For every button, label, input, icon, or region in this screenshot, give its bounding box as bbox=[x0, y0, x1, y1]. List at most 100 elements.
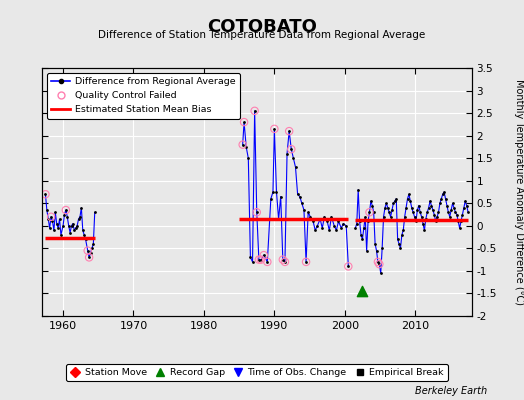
Point bbox=[365, 209, 374, 216]
Point bbox=[408, 204, 416, 211]
Point bbox=[369, 209, 378, 216]
Point bbox=[399, 227, 408, 234]
Point bbox=[54, 225, 62, 231]
Point bbox=[455, 225, 464, 231]
Point bbox=[451, 209, 460, 216]
Point bbox=[403, 196, 412, 202]
Point bbox=[373, 248, 381, 254]
Point bbox=[395, 241, 403, 247]
Point bbox=[85, 254, 93, 260]
Point bbox=[384, 204, 392, 211]
Point bbox=[423, 209, 431, 216]
Point bbox=[279, 256, 287, 263]
Point bbox=[246, 254, 255, 260]
Point bbox=[77, 204, 85, 211]
Point bbox=[250, 108, 259, 114]
Point bbox=[354, 186, 363, 193]
Point bbox=[390, 198, 399, 204]
Point bbox=[304, 209, 312, 216]
Point bbox=[460, 204, 468, 211]
Point bbox=[56, 216, 64, 222]
Point bbox=[47, 214, 55, 220]
Point bbox=[364, 218, 372, 224]
Point bbox=[385, 209, 394, 216]
Point bbox=[361, 214, 369, 220]
Point bbox=[371, 241, 379, 247]
Point bbox=[464, 209, 472, 216]
Point bbox=[302, 259, 310, 265]
Point bbox=[388, 207, 396, 213]
Point bbox=[453, 211, 461, 218]
Point bbox=[60, 211, 69, 218]
Point bbox=[431, 218, 440, 224]
Point bbox=[64, 223, 73, 229]
Point bbox=[287, 146, 296, 152]
Point bbox=[429, 207, 437, 213]
Point bbox=[281, 259, 289, 265]
Point bbox=[81, 236, 90, 242]
Point bbox=[447, 207, 455, 213]
Point bbox=[409, 209, 417, 216]
Point bbox=[298, 200, 306, 206]
Point bbox=[406, 198, 414, 204]
Point bbox=[83, 248, 92, 254]
Y-axis label: Monthly Temperature Anomaly Difference (°C): Monthly Temperature Anomaly Difference (… bbox=[514, 79, 523, 305]
Point bbox=[80, 232, 89, 238]
Point bbox=[320, 214, 329, 220]
Point bbox=[263, 259, 271, 265]
Point bbox=[285, 128, 293, 134]
Point bbox=[378, 245, 386, 252]
Point bbox=[374, 259, 382, 265]
Point bbox=[257, 256, 265, 263]
Point bbox=[238, 142, 247, 148]
Point bbox=[351, 225, 359, 231]
Point bbox=[457, 218, 465, 224]
Point bbox=[289, 155, 298, 161]
Point bbox=[50, 227, 58, 234]
Point bbox=[270, 126, 279, 132]
Point bbox=[83, 248, 92, 254]
Point bbox=[444, 209, 453, 216]
Point bbox=[430, 211, 439, 218]
Point bbox=[42, 207, 51, 213]
Point bbox=[318, 225, 326, 231]
Point bbox=[357, 232, 365, 238]
Point bbox=[344, 263, 353, 270]
Point bbox=[368, 202, 376, 209]
Point bbox=[59, 223, 67, 229]
Point bbox=[405, 191, 413, 198]
Point bbox=[291, 164, 300, 170]
Text: Difference of Station Temperature Data from Regional Average: Difference of Station Temperature Data f… bbox=[99, 30, 425, 40]
Point bbox=[445, 214, 454, 220]
Point bbox=[86, 250, 95, 256]
Point bbox=[402, 204, 410, 211]
Point bbox=[461, 198, 470, 204]
Point bbox=[449, 200, 457, 206]
Point bbox=[88, 245, 96, 252]
Point bbox=[253, 209, 261, 216]
Point bbox=[293, 191, 302, 198]
Point bbox=[323, 218, 331, 224]
Point bbox=[316, 216, 324, 222]
Point bbox=[424, 204, 433, 211]
Point bbox=[253, 209, 261, 216]
Point bbox=[257, 256, 265, 263]
Point bbox=[41, 191, 50, 198]
Point bbox=[79, 227, 87, 234]
Point bbox=[70, 227, 79, 234]
Point bbox=[463, 202, 471, 209]
Point bbox=[44, 216, 52, 222]
Point bbox=[311, 227, 320, 234]
Point bbox=[439, 191, 447, 198]
Point bbox=[355, 218, 364, 224]
Point bbox=[394, 236, 402, 242]
Point bbox=[396, 245, 405, 252]
Point bbox=[377, 270, 385, 276]
Point bbox=[259, 252, 268, 258]
Point bbox=[263, 259, 271, 265]
Point bbox=[300, 207, 308, 213]
Point bbox=[76, 214, 84, 220]
Point bbox=[63, 214, 71, 220]
Legend: Station Move, Record Gap, Time of Obs. Change, Empirical Break: Station Move, Record Gap, Time of Obs. C… bbox=[66, 364, 447, 381]
Point bbox=[414, 202, 423, 209]
